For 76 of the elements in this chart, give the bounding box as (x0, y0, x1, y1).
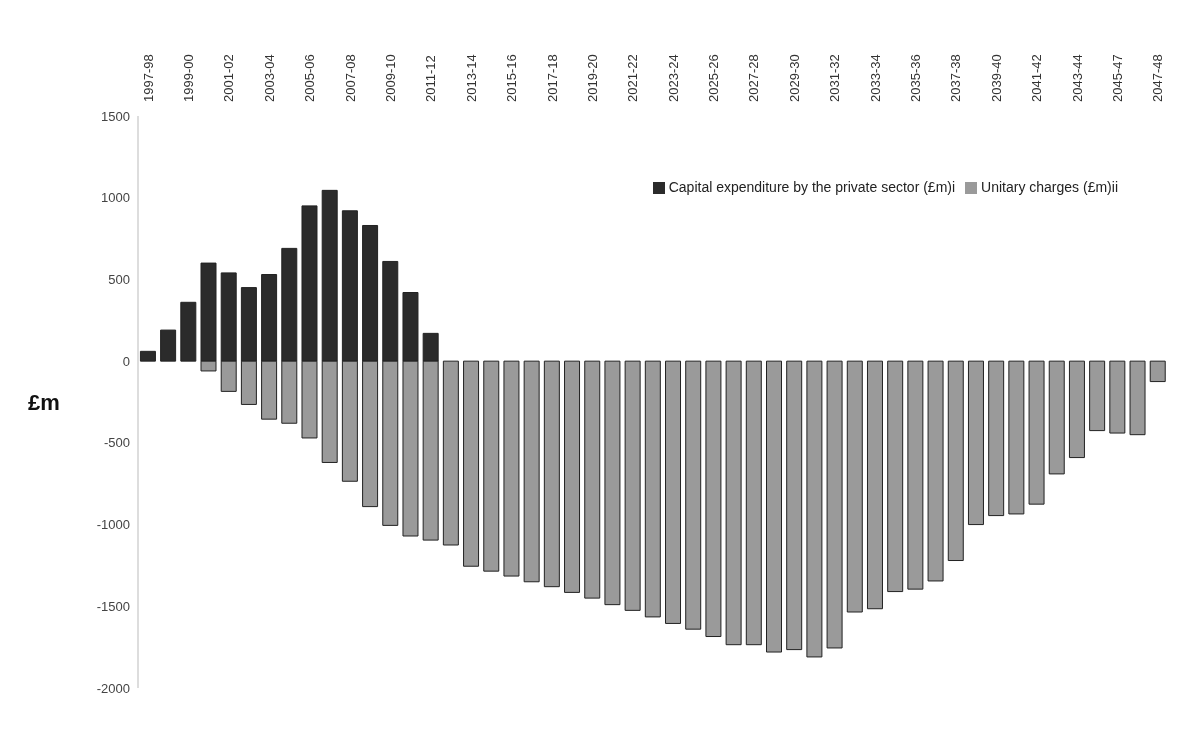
bar (584, 360, 601, 599)
x-tick-label: 2039-40 (988, 54, 1004, 102)
bar (725, 360, 742, 646)
x-tick-label: 2037-38 (948, 54, 964, 102)
x-tick-label: 1997-98 (140, 54, 156, 102)
x-tick-label: 2025-26 (706, 54, 722, 102)
bar (705, 360, 722, 638)
bar (523, 360, 540, 583)
x-tick-label: 2013-14 (463, 54, 479, 102)
bar (766, 360, 782, 653)
bar (1129, 360, 1146, 436)
bar (826, 360, 843, 649)
bar (685, 360, 702, 630)
bar (564, 360, 581, 593)
bar (665, 360, 682, 624)
bar (442, 360, 459, 546)
y-tick-label: -2000 (96, 680, 130, 696)
bar (1109, 360, 1126, 434)
x-tick-label: 2029-30 (786, 54, 802, 102)
x-tick-label: 2017-18 (544, 54, 560, 102)
bar (503, 360, 520, 577)
x-tick-label: 2033-34 (867, 54, 883, 102)
bar (786, 360, 803, 651)
x-tick-label: 1999-00 (180, 54, 196, 102)
bar (907, 360, 924, 590)
bar (947, 360, 964, 562)
bar (483, 360, 500, 572)
x-tick-label: 2009-10 (382, 54, 398, 102)
x-tick-label: 2047-48 (1150, 54, 1166, 102)
y-tick-label: -1000 (96, 517, 130, 533)
bar (806, 360, 823, 658)
bar (1008, 360, 1025, 515)
bar (745, 360, 762, 646)
x-tick-label: 2041-42 (1029, 54, 1045, 102)
bar (887, 360, 904, 593)
y-tick-label: -500 (103, 435, 130, 451)
bar (1089, 360, 1106, 432)
bar (543, 360, 560, 588)
x-tick-label: 2019-20 (584, 54, 600, 102)
legend-label: Capital expenditure by the private sector (£m)i (668, 179, 956, 195)
bar (846, 360, 863, 613)
x-tick-label: 2043-44 (1069, 54, 1085, 102)
bar (1028, 360, 1045, 505)
bar (180, 301, 197, 362)
bar (927, 360, 944, 582)
x-tick-label: 2023-24 (665, 54, 681, 102)
x-tick-label: 2003-04 (261, 54, 277, 102)
bar (1048, 360, 1065, 475)
bar (160, 329, 177, 362)
y-tick-label: -1500 (96, 598, 130, 614)
y-tick-label: 1500 (101, 108, 130, 124)
bar (463, 360, 480, 567)
bar (1149, 360, 1166, 383)
bar (967, 360, 984, 526)
x-tick-label: 2001-02 (221, 54, 237, 102)
x-tick-label: 2045-47 (1110, 54, 1126, 102)
bar (139, 350, 156, 362)
bar (866, 360, 883, 610)
x-tick-label: 2015-16 (504, 54, 520, 102)
legend-label: Unitary charges (£m)ii (981, 179, 1118, 195)
y-axis-title: £m (28, 389, 60, 415)
y-tick-label: 1000 (101, 190, 130, 206)
x-tick-label: 2005-06 (302, 54, 318, 102)
x-tick-label: 2021-22 (625, 54, 641, 102)
bar (644, 360, 661, 618)
x-tick-label: 2011-12 (423, 55, 439, 102)
bar (1068, 360, 1085, 459)
bar (604, 360, 621, 606)
y-tick-label: 0 (122, 353, 130, 369)
x-tick-label: 2031-32 (827, 54, 843, 102)
x-tick-label: 2027-28 (746, 54, 762, 102)
bar (988, 360, 1005, 517)
y-tick-label: 500 (108, 272, 130, 288)
bar (624, 360, 641, 611)
x-tick-label: 2007-08 (342, 54, 358, 102)
x-tick-label: 2035-36 (908, 54, 924, 102)
